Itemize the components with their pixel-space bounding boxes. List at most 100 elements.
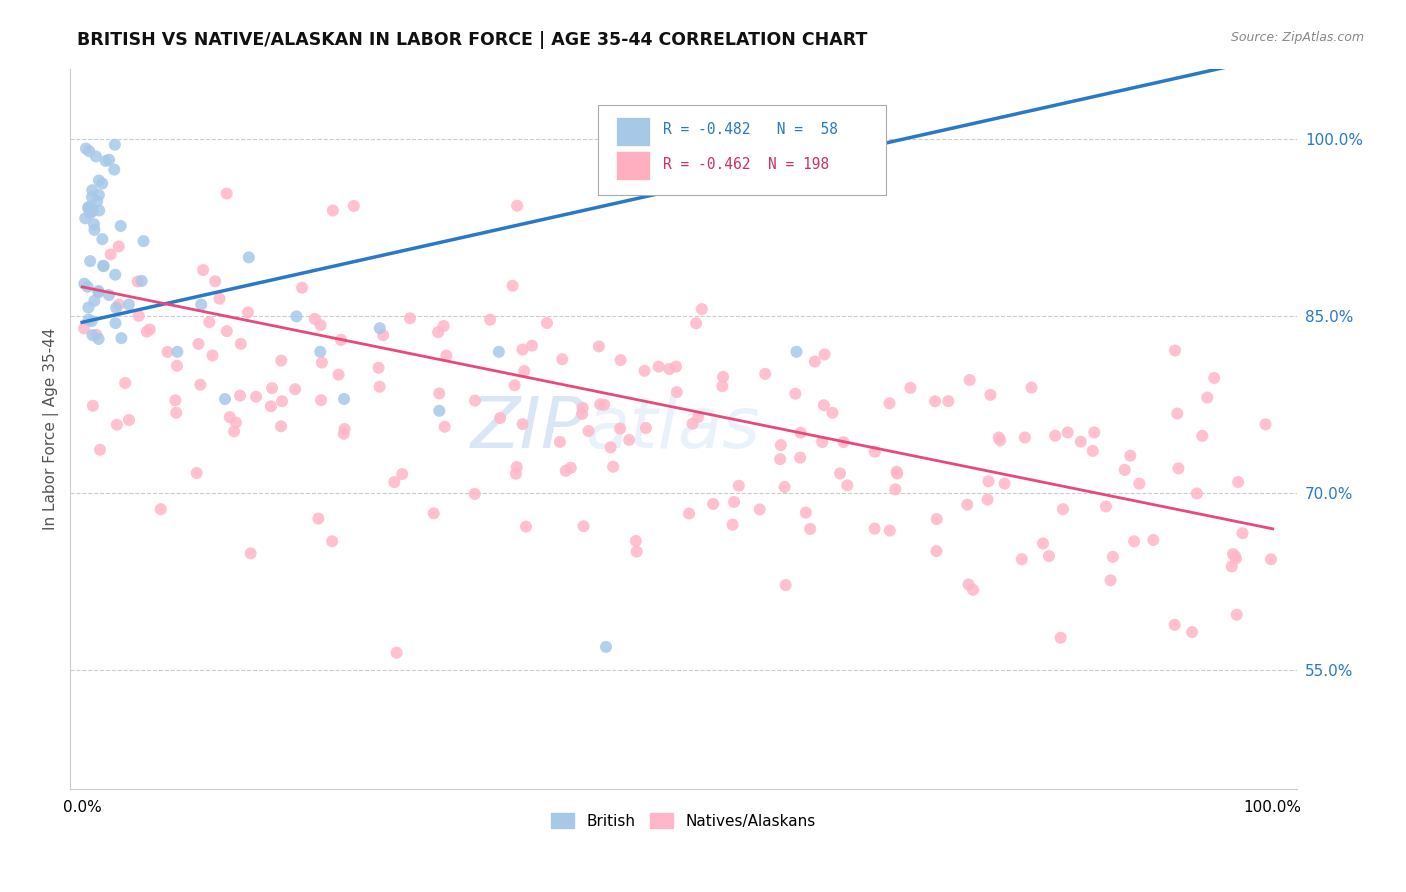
Point	[925, 544, 948, 558]
Point	[165, 406, 187, 420]
Point	[554, 464, 576, 478]
Point	[333, 422, 356, 436]
Point	[94, 153, 117, 168]
Point	[422, 506, 444, 520]
Point	[322, 203, 344, 218]
Point	[427, 325, 450, 339]
Point	[79, 206, 101, 220]
Point	[83, 217, 105, 231]
Point	[98, 288, 121, 302]
Point	[107, 239, 129, 253]
Point	[87, 188, 110, 202]
Point	[89, 203, 111, 218]
Point	[560, 460, 582, 475]
Point	[427, 386, 450, 401]
Point	[723, 495, 745, 509]
Point	[512, 417, 534, 431]
Point	[77, 312, 100, 326]
Point	[105, 417, 128, 432]
Point	[634, 421, 657, 435]
Point	[956, 498, 979, 512]
Point	[110, 219, 132, 233]
Point	[1220, 559, 1243, 574]
Point	[702, 497, 724, 511]
Point	[309, 318, 332, 332]
Point	[82, 204, 104, 219]
Point	[186, 466, 208, 480]
Point	[260, 400, 283, 414]
Point	[329, 333, 352, 347]
Point	[479, 312, 502, 326]
Text: Source: ZipAtlas.com: Source: ZipAtlas.com	[1230, 31, 1364, 45]
Point	[769, 452, 792, 467]
Point	[609, 353, 631, 368]
Point	[239, 546, 262, 560]
Point	[77, 301, 100, 315]
Point	[270, 419, 292, 434]
Point	[1225, 549, 1247, 564]
Point	[551, 352, 574, 367]
Point	[132, 234, 155, 248]
Point	[979, 388, 1001, 402]
Point	[166, 359, 188, 373]
Text: atlas: atlas	[585, 394, 759, 463]
Point	[309, 344, 332, 359]
Point	[711, 370, 734, 384]
Point	[328, 368, 350, 382]
Point	[1083, 425, 1105, 440]
Point	[309, 393, 332, 408]
Point	[391, 467, 413, 482]
Point	[685, 316, 707, 330]
Point	[343, 199, 366, 213]
Point	[1099, 574, 1122, 588]
Point	[886, 465, 908, 479]
Point	[1163, 617, 1185, 632]
Point	[75, 211, 97, 226]
Point	[633, 364, 655, 378]
Point	[515, 519, 537, 533]
Point	[368, 380, 391, 394]
Point	[879, 524, 901, 538]
Point	[245, 390, 267, 404]
Point	[304, 311, 326, 326]
Point	[506, 460, 529, 475]
Point	[1011, 552, 1033, 566]
Point	[368, 321, 391, 335]
Point	[572, 519, 595, 533]
Point	[571, 401, 593, 415]
Point	[1142, 533, 1164, 547]
Point	[87, 332, 110, 346]
Point	[775, 578, 797, 592]
Point	[128, 309, 150, 323]
Point	[1021, 381, 1043, 395]
Point	[105, 301, 128, 315]
Point	[190, 297, 212, 311]
Point	[811, 434, 834, 449]
Point	[222, 425, 245, 439]
Point	[1102, 549, 1125, 564]
Point	[77, 200, 100, 214]
Point	[271, 394, 294, 409]
Point	[900, 381, 922, 395]
Point	[863, 522, 886, 536]
Point	[1222, 547, 1244, 561]
Point	[399, 311, 422, 326]
Point	[599, 441, 621, 455]
Point	[191, 263, 214, 277]
Point	[769, 438, 792, 452]
Point	[83, 223, 105, 237]
Point	[1043, 428, 1066, 442]
Point	[214, 392, 236, 406]
Point	[104, 137, 127, 152]
Point	[863, 444, 886, 458]
Point	[794, 506, 817, 520]
Point	[821, 406, 844, 420]
Point	[1254, 417, 1277, 432]
Point	[503, 378, 526, 392]
Point	[114, 376, 136, 390]
Point	[1114, 463, 1136, 477]
Point	[678, 507, 700, 521]
Point	[665, 359, 688, 374]
Point	[789, 425, 811, 440]
Point	[82, 202, 104, 217]
